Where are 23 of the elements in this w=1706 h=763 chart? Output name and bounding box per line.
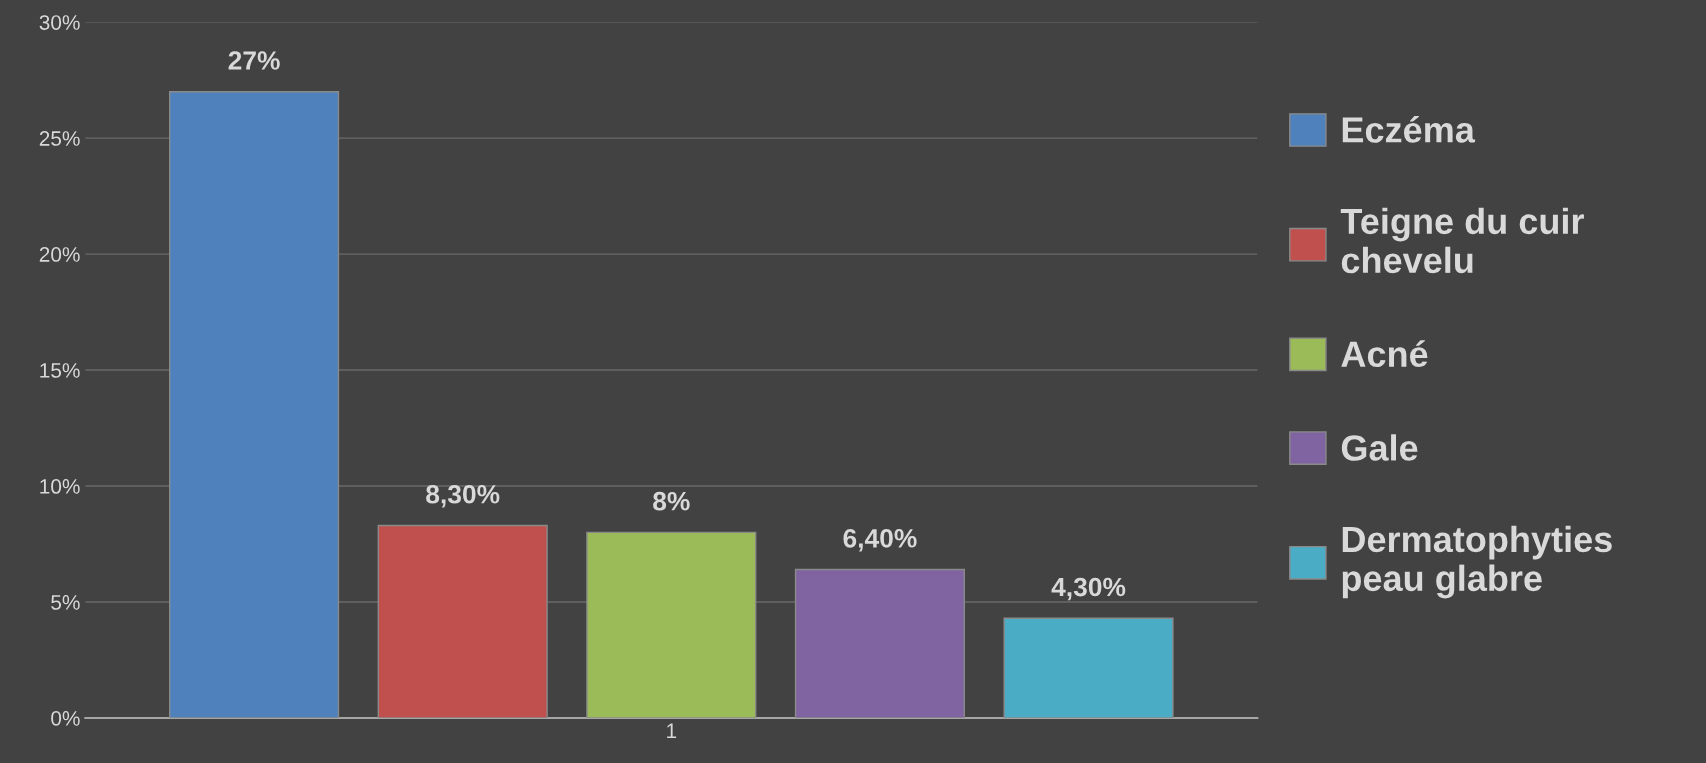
- data-label: 6,40%: [843, 528, 917, 552]
- y-tick-label: 15%: [40, 363, 80, 378]
- bar: [794, 568, 966, 718]
- y-tick-label: 5%: [51, 595, 80, 610]
- y-tick-label: 30%: [39, 15, 80, 30]
- legend-label: Dermatophyties peau glabre: [1342, 525, 1612, 599]
- bar: [586, 531, 757, 718]
- legend-label: Teigne du cuir chevelu: [1340, 207, 1584, 274]
- bar: [1003, 617, 1174, 718]
- bar: [168, 91, 340, 718]
- legend-label: Eczéma: [1342, 115, 1476, 143]
- y-tick-label: 25%: [39, 131, 80, 146]
- y-tick-label: 0%: [51, 710, 80, 726]
- x-tick-label: 1: [667, 723, 677, 738]
- data-label: 4,30%: [1051, 577, 1126, 601]
- bar: [377, 524, 548, 718]
- legend-label: Acné: [1341, 340, 1428, 368]
- y-tick-label: 10%: [40, 479, 80, 494]
- data-label: 8%: [653, 491, 690, 511]
- y-tick-label: 20%: [39, 247, 80, 262]
- data-label: 8,30%: [426, 484, 500, 508]
- data-label: 27%: [228, 51, 280, 70]
- legend-label: Gale: [1341, 434, 1418, 461]
